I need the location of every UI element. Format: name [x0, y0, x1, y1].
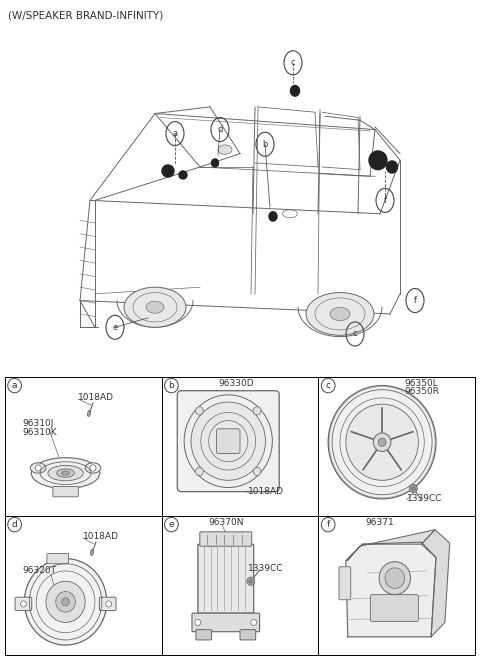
Text: (W/SPEAKER BRAND-INFINITY): (W/SPEAKER BRAND-INFINITY) [8, 11, 163, 21]
Ellipse shape [87, 410, 91, 416]
Ellipse shape [290, 85, 300, 96]
Circle shape [24, 559, 107, 645]
FancyBboxPatch shape [200, 532, 252, 546]
FancyBboxPatch shape [99, 597, 116, 610]
Circle shape [249, 579, 253, 583]
Text: f: f [384, 196, 386, 205]
Text: 96320T: 96320T [23, 566, 57, 575]
Text: c: c [326, 381, 331, 390]
Circle shape [251, 620, 257, 626]
Ellipse shape [91, 549, 94, 555]
Circle shape [346, 404, 419, 481]
Circle shape [191, 402, 265, 481]
Text: b: b [262, 140, 268, 149]
Text: 96350L: 96350L [405, 379, 438, 387]
Circle shape [253, 467, 261, 475]
Text: 96310J: 96310J [23, 419, 54, 428]
Text: e: e [112, 323, 118, 332]
Circle shape [253, 406, 261, 415]
Text: 96350R: 96350R [405, 387, 440, 396]
Circle shape [56, 592, 75, 612]
Circle shape [328, 385, 436, 499]
Polygon shape [346, 542, 436, 637]
Text: d: d [12, 520, 17, 529]
Text: f: f [326, 520, 330, 529]
Text: 96370N: 96370N [209, 518, 244, 526]
FancyBboxPatch shape [339, 567, 351, 600]
Circle shape [378, 438, 386, 446]
Text: a: a [172, 129, 178, 138]
Text: d: d [217, 125, 223, 134]
FancyBboxPatch shape [177, 391, 279, 492]
Ellipse shape [212, 159, 218, 167]
Circle shape [195, 406, 204, 415]
Ellipse shape [31, 457, 100, 489]
Ellipse shape [57, 469, 74, 477]
Ellipse shape [330, 307, 350, 320]
Circle shape [373, 433, 391, 451]
Circle shape [385, 568, 405, 589]
Ellipse shape [386, 161, 397, 173]
Ellipse shape [61, 471, 70, 475]
Text: 1339CC: 1339CC [407, 494, 442, 503]
Text: c: c [353, 330, 357, 338]
FancyBboxPatch shape [371, 594, 419, 622]
Ellipse shape [85, 463, 101, 473]
Text: e: e [168, 520, 174, 529]
Ellipse shape [162, 165, 174, 177]
FancyBboxPatch shape [240, 630, 256, 640]
Text: f: f [413, 296, 417, 305]
Ellipse shape [269, 212, 277, 221]
Circle shape [409, 485, 418, 493]
Ellipse shape [179, 171, 187, 179]
FancyBboxPatch shape [15, 597, 32, 610]
Circle shape [379, 561, 410, 594]
Circle shape [21, 601, 26, 607]
Text: 96330D: 96330D [218, 379, 254, 387]
Polygon shape [346, 530, 435, 561]
Circle shape [46, 581, 85, 622]
FancyBboxPatch shape [53, 487, 78, 496]
Circle shape [35, 465, 41, 471]
FancyBboxPatch shape [198, 544, 254, 613]
Text: 96310K: 96310K [23, 428, 57, 437]
Text: c: c [291, 58, 295, 68]
Ellipse shape [124, 287, 186, 327]
Text: a: a [12, 381, 17, 390]
Text: 1018AD: 1018AD [78, 393, 114, 402]
Text: 1339CC: 1339CC [248, 564, 283, 573]
Circle shape [247, 577, 255, 585]
Circle shape [106, 601, 112, 607]
Ellipse shape [306, 293, 374, 335]
Text: 1018AD: 1018AD [248, 487, 284, 496]
Circle shape [90, 465, 96, 471]
FancyBboxPatch shape [192, 613, 260, 632]
Ellipse shape [369, 151, 387, 169]
Ellipse shape [218, 145, 232, 154]
Polygon shape [421, 530, 450, 637]
Text: 96371: 96371 [366, 518, 395, 526]
Ellipse shape [30, 463, 46, 473]
Text: b: b [168, 381, 174, 390]
Ellipse shape [48, 465, 83, 481]
Ellipse shape [146, 301, 164, 313]
Circle shape [195, 467, 204, 475]
FancyBboxPatch shape [47, 553, 69, 564]
FancyBboxPatch shape [216, 429, 240, 453]
FancyBboxPatch shape [196, 630, 212, 640]
Circle shape [411, 487, 415, 491]
Circle shape [61, 598, 70, 606]
Circle shape [195, 620, 201, 626]
Text: 1018AD: 1018AD [83, 532, 119, 541]
Ellipse shape [256, 477, 261, 484]
